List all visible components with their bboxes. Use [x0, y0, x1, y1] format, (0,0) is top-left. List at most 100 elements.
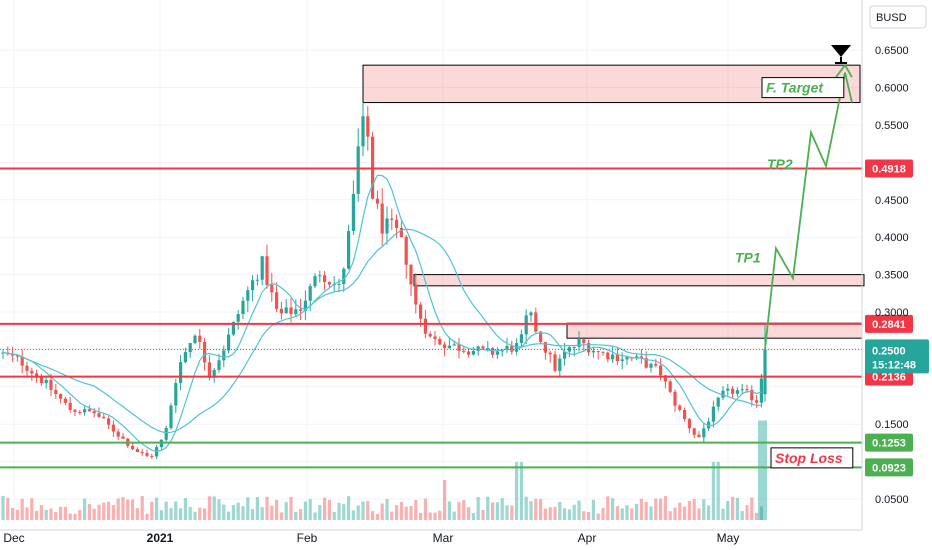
candle-body — [519, 334, 523, 344]
volume-bar — [174, 501, 178, 520]
candle-body — [505, 346, 509, 350]
candle-body — [83, 409, 87, 413]
volume-bar — [236, 502, 240, 520]
volume-bar — [102, 502, 106, 520]
volume-bar — [587, 512, 591, 520]
volume-bar — [183, 498, 187, 520]
candle-body — [452, 344, 456, 346]
candle-body — [721, 390, 725, 398]
volume-bar — [745, 505, 749, 520]
volume-bar — [337, 502, 341, 520]
volume-bar — [654, 498, 658, 520]
y-tick-label: 0.4500 — [875, 195, 909, 207]
volume-bar — [563, 508, 567, 520]
volume-bar — [543, 508, 547, 520]
annotation-box — [761, 77, 845, 99]
candle-body — [390, 218, 394, 220]
volume-bar — [447, 501, 451, 520]
candle-body — [692, 428, 696, 435]
volume-bar — [721, 508, 725, 520]
candle-body — [246, 290, 250, 301]
candle-body — [673, 391, 677, 406]
candle-body — [577, 339, 581, 347]
candle-body — [11, 354, 15, 356]
volume-bar — [404, 506, 408, 520]
level-badge-label: 0.2136 — [872, 372, 906, 384]
volume-bar — [188, 506, 192, 520]
volume-bar — [323, 497, 327, 520]
candle-body — [759, 378, 763, 403]
volume-bar — [452, 511, 456, 520]
candle-body — [183, 352, 187, 363]
candle-body — [409, 264, 413, 285]
candle-body — [539, 331, 543, 343]
ma-long — [2, 228, 762, 434]
projection-path — [764, 72, 853, 350]
candle-body — [20, 356, 24, 366]
volume-bar — [284, 502, 288, 520]
zone-box — [413, 274, 865, 287]
level-badge-label: 0.2841 — [872, 319, 906, 331]
candle-body — [169, 405, 173, 429]
level-badge — [865, 458, 913, 477]
volume-bar — [289, 496, 293, 520]
candle-body — [255, 279, 259, 281]
candle-body — [107, 418, 111, 425]
volume-bar — [601, 507, 605, 520]
volume-bar — [6, 498, 10, 520]
volume-bar — [539, 499, 543, 520]
candle-body — [337, 284, 341, 286]
candle-body — [188, 343, 192, 353]
volume-bar — [198, 507, 202, 520]
volume-bar — [692, 499, 696, 520]
volume-bar — [476, 497, 480, 520]
candle-body — [750, 389, 754, 401]
volume-bar — [83, 498, 87, 520]
candle-body — [111, 424, 115, 432]
x-tick-label: Apr — [578, 531, 597, 545]
candle-body — [716, 397, 720, 407]
volume-bar — [54, 512, 58, 520]
y-tick-label: 0.3500 — [875, 270, 909, 282]
level-badge-label: 0.0923 — [872, 462, 906, 474]
volume-bar — [462, 500, 466, 520]
candle-body — [763, 349, 767, 395]
volume-bar — [39, 504, 43, 520]
volume-bar — [606, 496, 610, 520]
volume-bar — [313, 512, 317, 520]
volume-bar — [20, 498, 24, 520]
volume-bar — [260, 507, 264, 520]
candle-body — [663, 375, 667, 382]
volume-bar — [203, 508, 207, 520]
volume-bar — [356, 505, 360, 520]
volume-bar — [659, 498, 663, 520]
candle-body — [625, 357, 629, 360]
volume-bar — [155, 497, 159, 520]
candle-body — [423, 318, 427, 334]
candle-body — [419, 304, 423, 319]
candle-body — [361, 116, 365, 147]
volume-bar — [164, 501, 168, 520]
level-badge — [865, 159, 913, 178]
candle-body — [443, 344, 447, 349]
volume-bar — [347, 496, 351, 520]
volume-bar — [15, 509, 19, 520]
y-tick-label: 0.6500 — [875, 45, 909, 57]
volume-bar — [207, 496, 211, 520]
candle-body — [87, 409, 91, 412]
volume-bar — [395, 505, 399, 520]
volume-bar — [673, 507, 677, 520]
candle-body — [644, 358, 648, 368]
volume-bar — [582, 511, 586, 520]
candle-body — [438, 338, 442, 345]
candle-body — [697, 434, 701, 438]
candle-body — [227, 334, 231, 351]
annotation-text: Stop Loss — [775, 450, 843, 466]
volume-bar — [423, 498, 427, 520]
candle-body — [755, 400, 759, 403]
candle-body — [404, 236, 408, 265]
zone-box — [566, 322, 863, 339]
volume-bar — [217, 499, 221, 520]
volume-bar — [299, 509, 303, 520]
